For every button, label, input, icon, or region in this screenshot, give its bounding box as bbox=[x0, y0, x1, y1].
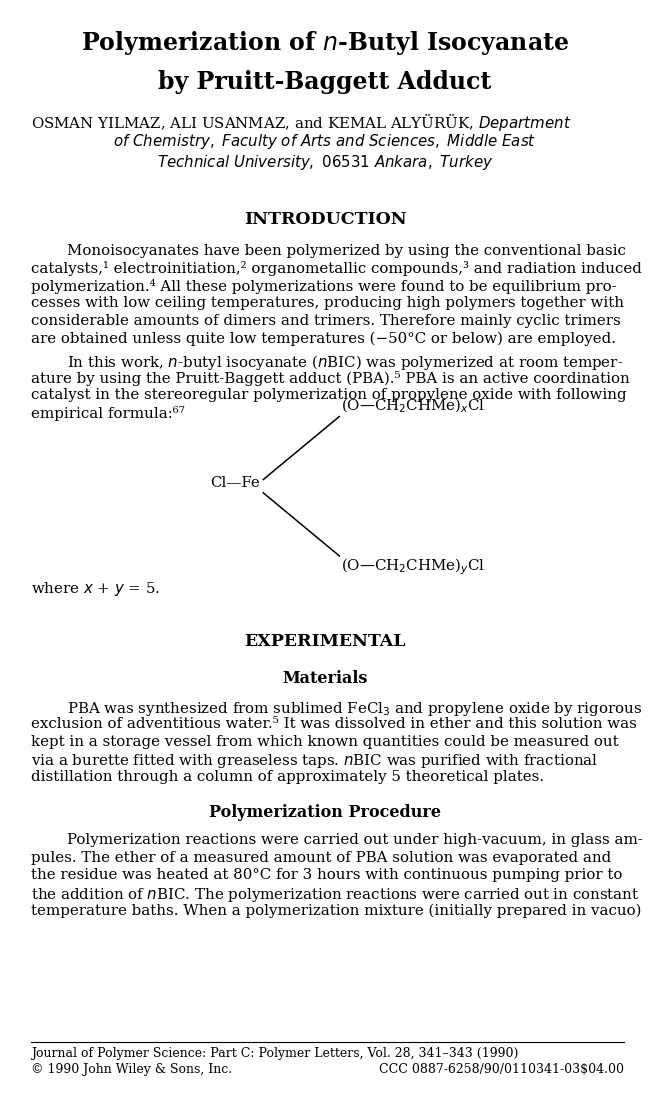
Text: by Pruitt-Baggett Adduct: by Pruitt-Baggett Adduct bbox=[159, 70, 491, 94]
Text: are obtained unless quite low temperatures (−50°C or below) are employed.: are obtained unless quite low temperatur… bbox=[31, 332, 616, 346]
Text: catalysts,¹ electroinitiation,² organometallic compounds,³ and radiation induced: catalysts,¹ electroinitiation,² organome… bbox=[31, 261, 642, 276]
Text: via a burette fitted with greaseless taps. $\mathit{n}$BIC was purified with fra: via a burette fitted with greaseless tap… bbox=[31, 752, 598, 770]
Text: OSMAN YILMAZ, ALI USANMAZ, and KEMAL ALYÜRÜK, $\mathit{Department}$: OSMAN YILMAZ, ALI USANMAZ, and KEMAL ALY… bbox=[31, 112, 571, 133]
Text: CCC 0887-6258/90/0110341-03$04.00: CCC 0887-6258/90/0110341-03$04.00 bbox=[379, 1063, 624, 1076]
Text: © 1990 John Wiley & Sons, Inc.: © 1990 John Wiley & Sons, Inc. bbox=[31, 1063, 232, 1076]
Text: Materials: Materials bbox=[282, 670, 368, 687]
Text: In this work, $\mathit{n}$-butyl isocyanate ($\mathit{n}$BIC) was polymerized at: In this work, $\mathit{n}$-butyl isocyan… bbox=[67, 353, 623, 373]
Text: (O—CH$_2$CHMe)$_y$Cl: (O—CH$_2$CHMe)$_y$Cl bbox=[341, 556, 486, 577]
Text: $\mathit{Technical\ University,\ 06531\ Ankara,\ Turkey}$: $\mathit{Technical\ University,\ 06531\ … bbox=[157, 154, 493, 173]
Text: $\mathit{of\ Chemistry,\ Faculty\ of\ Arts\ and\ Sciences,\ Middle\ East}$: $\mathit{of\ Chemistry,\ Faculty\ of\ Ar… bbox=[113, 133, 537, 152]
Text: the addition of $\mathit{n}$BIC. The polymerization reactions were carried out i: the addition of $\mathit{n}$BIC. The pol… bbox=[31, 886, 640, 904]
Text: PBA was synthesized from sublimed FeCl$_3$ and propylene oxide by rigorous: PBA was synthesized from sublimed FeCl$_… bbox=[67, 700, 642, 718]
Text: exclusion of adventitious water.⁵ It was dissolved in ether and this solution wa: exclusion of adventitious water.⁵ It was… bbox=[31, 717, 637, 731]
Text: INTRODUCTION: INTRODUCTION bbox=[244, 211, 406, 228]
Text: where $\mathit{x}$ + $\mathit{y}$ = 5.: where $\mathit{x}$ + $\mathit{y}$ = 5. bbox=[31, 581, 161, 598]
Text: kept in a storage vessel from which known quantities could be measured out: kept in a storage vessel from which know… bbox=[31, 734, 619, 749]
Text: ature by using the Pruitt-Baggett adduct (PBA).⁵ PBA is an active coordination: ature by using the Pruitt-Baggett adduct… bbox=[31, 371, 630, 386]
Text: distillation through a column of approximately 5 theoretical plates.: distillation through a column of approxi… bbox=[31, 770, 544, 783]
Text: temperature baths. When a polymerization mixture (initially prepared in vacuo): temperature baths. When a polymerization… bbox=[31, 904, 642, 918]
Text: cesses with low ceiling temperatures, producing high polymers together with: cesses with low ceiling temperatures, pr… bbox=[31, 296, 624, 311]
Text: catalyst in the stereoregular polymerization of propylene oxide with following: catalyst in the stereoregular polymeriza… bbox=[31, 388, 627, 403]
Text: considerable amounts of dimers and trimers. Therefore mainly cyclic trimers: considerable amounts of dimers and trime… bbox=[31, 314, 621, 327]
Text: the residue was heated at 80°C for 3 hours with continuous pumping prior to: the residue was heated at 80°C for 3 hou… bbox=[31, 868, 623, 883]
Text: Polymerization of $\mathit{n}$-Butyl Isocyanate: Polymerization of $\mathit{n}$-Butyl Iso… bbox=[81, 29, 569, 56]
Text: EXPERIMENTAL: EXPERIMENTAL bbox=[244, 634, 406, 650]
Text: polymerization.⁴ All these polymerizations were found to be equilibrium pro-: polymerization.⁴ All these polymerizatio… bbox=[31, 279, 617, 294]
Text: Polymerization reactions were carried out under high-vacuum, in glass am-: Polymerization reactions were carried ou… bbox=[67, 834, 643, 847]
Text: pules. The ether of a measured amount of PBA solution was evaporated and: pules. The ether of a measured amount of… bbox=[31, 851, 612, 865]
Text: Cl—Fe: Cl—Fe bbox=[210, 476, 260, 490]
Text: empirical formula:⁶⁷: empirical formula:⁶⁷ bbox=[31, 406, 185, 420]
Text: Journal of Polymer Science: Part C: Polymer Letters, Vol. 28, 341–343 (1990): Journal of Polymer Science: Part C: Poly… bbox=[31, 1047, 519, 1061]
Text: Monoisocyanates have been polymerized by using the conventional basic: Monoisocyanates have been polymerized by… bbox=[67, 244, 626, 258]
Text: (O—CH$_2$CHMe)$_x$Cl: (O—CH$_2$CHMe)$_x$Cl bbox=[341, 396, 486, 415]
Text: Polymerization Procedure: Polymerization Procedure bbox=[209, 804, 441, 821]
